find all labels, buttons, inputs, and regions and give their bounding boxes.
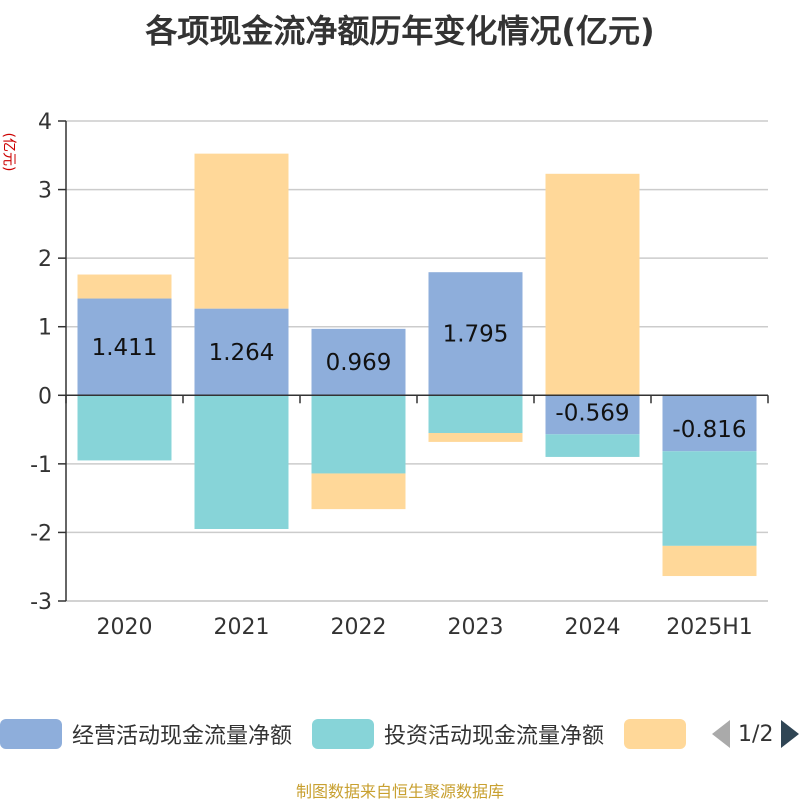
chevron-right-icon[interactable]	[781, 720, 800, 748]
x-tick-label: 2022	[331, 615, 387, 640]
axes: -3 -2 -1 0 1 2 3 4 2020 2021 2022 2023 2024 2025H1	[30, 110, 769, 640]
bar-segment-series-2	[545, 173, 640, 396]
y-tick-label: 1	[38, 316, 52, 341]
grid-lines	[66, 120, 768, 602]
bar-segment-series-0	[662, 395, 757, 452]
data-label: 1.411	[92, 335, 158, 361]
bar-segment-series-0	[545, 395, 640, 435]
bar-segment-series-2	[77, 274, 172, 299]
chevron-left-icon[interactable]	[712, 720, 731, 748]
y-tick-label: 4	[38, 110, 52, 135]
bar-segment-series-1	[545, 434, 640, 457]
legend-label-investing: 投资活动现金流量净额	[384, 724, 605, 749]
legend: 经营活动现金流量净额 投资活动现金流量净额 1/2	[0, 716, 800, 752]
x-tick-label: 2025H1	[666, 615, 753, 640]
data-label: -0.569	[555, 400, 629, 426]
legend-swatch-operating	[0, 719, 62, 749]
bar-segment-series-2	[311, 473, 406, 510]
bar-segment-series-2	[194, 153, 289, 309]
legend-item-operating[interactable]: 经营活动现金流量净额	[0, 718, 312, 750]
chart-title: 各项现金流净额历年变化情况(亿元)	[145, 12, 655, 50]
data-label: 1.795	[443, 322, 509, 348]
x-tick-label: 2024	[565, 615, 621, 640]
y-tick-label: -3	[30, 590, 52, 615]
legend-label-operating: 经营活动现金流量净额	[72, 724, 293, 749]
bars	[77, 153, 757, 577]
bar-segment-series-2	[428, 433, 523, 442]
data-label: 0.969	[326, 350, 392, 376]
chart-plot: -3 -2 -1 0 1 2 3 4 2020 2021 2022 2023 2024 2025H1 1.…	[30, 110, 769, 640]
source-note: 制图数据来自恒生聚源数据库	[295, 782, 504, 801]
bar-segment-series-1	[194, 395, 289, 529]
legend-page-indicator: 1/2	[738, 721, 774, 747]
bar-segment-series-1	[77, 395, 172, 461]
y-tick-label: 3	[38, 179, 52, 204]
legend-item-investing[interactable]: 投资活动现金流量净额	[312, 718, 624, 750]
bar-segment-series-2	[662, 545, 757, 577]
bar-segment-series-1	[428, 395, 523, 433]
data-label: -0.816	[672, 417, 746, 443]
y-tick-label: -2	[30, 521, 52, 546]
x-tick-label: 2023	[448, 615, 504, 640]
x-tick-label: 2021	[214, 615, 270, 640]
bar-segment-series-1	[662, 451, 757, 546]
bar-segment-series-0	[311, 328, 406, 396]
bar-segment-series-0	[77, 298, 172, 396]
legend-swatch-financing	[624, 719, 687, 749]
x-tick-label: 2020	[97, 615, 153, 640]
bar-segment-series-0	[428, 272, 523, 396]
y-tick-label: 2	[38, 247, 52, 272]
y-tick-label: -1	[30, 453, 52, 478]
data-labels: 1.411 1.264 0.969 1.795 -0.569 -0.816	[92, 322, 747, 443]
legend-pager: 1/2	[712, 720, 800, 748]
bar-segment-series-1	[311, 395, 406, 474]
y-tick-label: 0	[38, 384, 52, 409]
data-label: 1.264	[209, 340, 275, 366]
legend-swatch-investing	[312, 719, 375, 749]
legend-item-financing[interactable]	[624, 719, 696, 749]
bar-segment-series-0	[194, 308, 289, 396]
